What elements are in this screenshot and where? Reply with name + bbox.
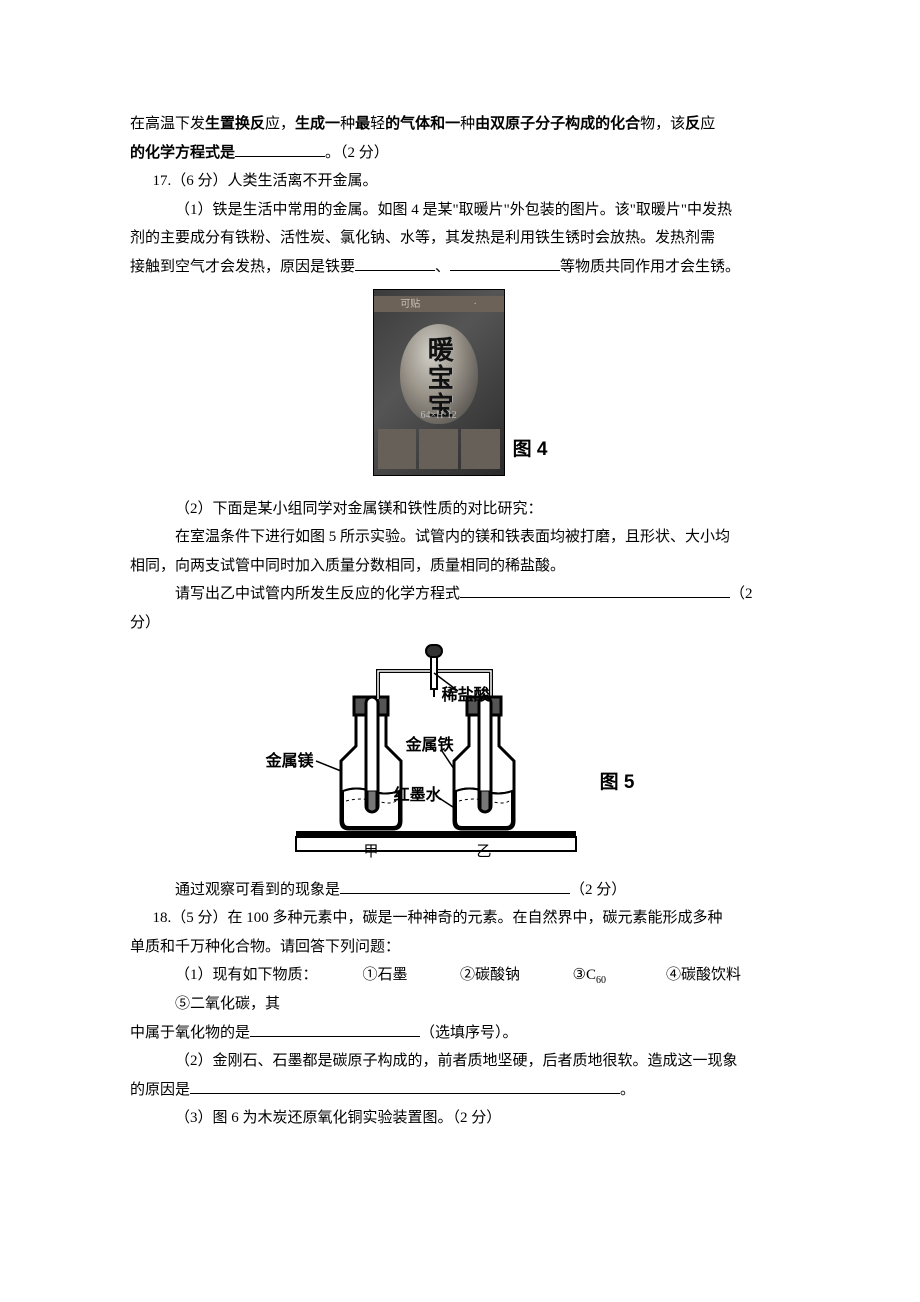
fig5-ink-label: 红墨水 [394,781,442,811]
q18-p3: （3）图 6 为木炭还原氧化铜实验装置图。（2 分） [130,1104,790,1133]
intro-bold4: 的气体和一 [385,116,460,132]
blank-rust-2[interactable] [450,255,560,271]
warm-code: 64×H·12 [420,406,456,425]
intro-part4: 轻 [370,116,385,132]
warm-top-left: 可贴 [400,295,420,314]
q17-p1b: 剂的主要成分有铁粉、活性炭、氯化钠、水等，其发热是利用铁生锈时会放热。发热剂需 [130,224,790,253]
q17-p2: （2）下面是某小组同学对金属镁和铁性质的对比研究： [130,495,790,524]
figure-4: 可贴 · 暖宝宝 64×H·12 图 4 [130,289,790,487]
fig5-fe-label: 金属铁 [406,731,454,761]
q18-p2a: （2）金刚石、石墨都是碳原子构成的，前者质地坚硬，后者质地很软。造成这一现象 [130,1047,790,1076]
q18-p2b-tail: 。 [620,1082,635,1098]
warm-top-right: · [474,295,477,314]
intro-bold2: 生成一 [295,116,340,132]
q18-p1b-tail: （选填序号）。 [420,1025,518,1041]
q17-p2a: 在室温条件下进行如图 5 所示实验。试管内的镁和铁表面均被打磨，且形状、大小均 [130,523,790,552]
fig5-jia-label: 甲 [363,844,378,860]
q17-p2d: 分） [130,609,790,638]
intro-part5: 种 [460,116,475,132]
intro-line2-tail: 。（2 分） [325,145,389,161]
q18-p1-head: （1）现有如下物质： [175,967,318,983]
figure-4-label: 图 4 [513,432,548,476]
blank-rust-1[interactable] [355,255,435,271]
blank-eqn-yi[interactable] [460,582,730,598]
q17-p1a: （1）铁是生活中常用的金属。如图 4 是某"取暖片"外包装的图片。该"取暖片"中… [130,196,790,225]
q17-p2c-tail: （2 [730,586,753,602]
intro-bold6: 反 [685,116,700,132]
q17-p1c-head: 接触到空气才会发热，原因是铁要 [130,259,355,275]
q17-p1c-tail: 等物质共同作用才会生锈。 [560,259,740,275]
q17-p2b: 相同，向两支试管中同时加入质量分数相同，质量相同的稀盐酸。 [130,552,790,581]
intro-part3: 种 [340,116,355,132]
q18-p2b-head: 的原因是 [130,1082,190,1098]
intro-bold5: 由双原子分子构成的化合 [475,116,640,132]
q17-p3a: 通过观察可看到的现象是 [175,882,340,898]
intro-bold3: 最 [355,116,370,132]
intro-line2-head: 的化学方程式是 [130,145,235,161]
q18-item-1: ①石墨 [318,961,408,990]
q18-item-3: ③C60 [528,961,606,990]
warm-pack-image: 可贴 · 暖宝宝 64×H·12 [373,289,505,476]
blank-observe[interactable] [340,878,570,894]
figure-5-label: 图 5 [600,765,635,861]
fig5-hcl-label: 稀盐酸 [442,681,490,711]
q18-item-4: ④碳酸饮料 [621,961,741,990]
intro-part1: 在高温下发 [130,116,205,132]
q17-stem: 17.（6 分）人类生活离不开金属。 [130,167,790,196]
q17-p1c-mid: 、 [435,259,450,275]
q17-p3b: （2 分） [570,882,626,898]
q18-p1b-head: 中属于氧化物的是 [130,1025,250,1041]
q17-p2c: 请写出乙中试管内所发生反应的化学方程式 [175,586,460,602]
q18-stem-b: 单质和千万种化合物。请回答下列问题： [130,933,790,962]
blank-oxide[interactable] [250,1021,420,1037]
intro-part6: 物，该 [640,116,685,132]
intro-bold1: 生置换反 [205,116,265,132]
intro-part2: 应， [265,116,295,132]
blank-equation[interactable] [235,141,325,157]
intro-part7: 应 [700,116,715,132]
q18-stem-a: 18.（5 分）在 100 多种元素中，碳是一种神奇的元素。在自然界中，碳元素能… [130,904,790,933]
blank-reason[interactable] [190,1078,620,1094]
figure-5: 甲 乙 稀盐酸 金属镁 金属铁 红墨水 图 5 [130,641,790,872]
q18-item-5: ⑤二氧化碳，其 [130,990,280,1019]
q18-item-2: ②碳酸钠 [415,961,520,990]
fig5-yi-label: 乙 [476,844,491,860]
fig5-mg-label: 金属镁 [266,747,314,777]
